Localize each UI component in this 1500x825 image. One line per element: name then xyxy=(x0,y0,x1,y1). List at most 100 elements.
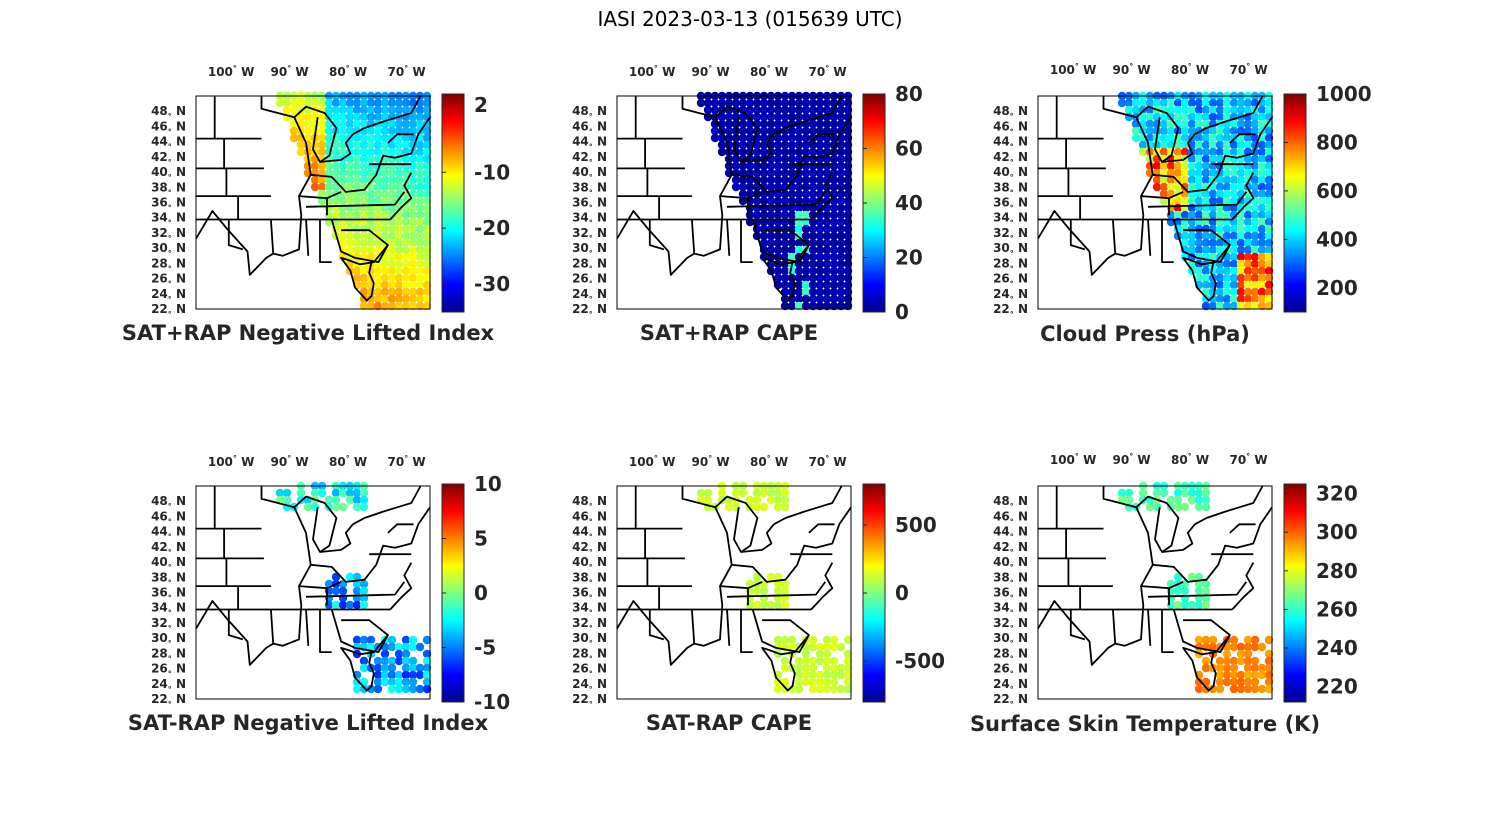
data-point xyxy=(808,210,818,220)
data-point xyxy=(1215,294,1225,304)
data-point xyxy=(759,126,769,136)
data-point xyxy=(408,238,418,248)
data-point xyxy=(1229,245,1239,255)
data-point xyxy=(1152,98,1162,108)
data-point xyxy=(1194,488,1204,498)
data-point xyxy=(415,280,425,290)
data-point xyxy=(773,182,783,192)
state-outline xyxy=(340,562,413,692)
data-point xyxy=(1257,182,1267,192)
data-point xyxy=(1264,189,1274,199)
state-boundaries xyxy=(616,485,852,692)
colorbar-tick-label: 220 xyxy=(1316,675,1358,699)
data-point xyxy=(338,147,348,157)
data-point xyxy=(352,586,362,596)
data-point xyxy=(1250,154,1260,164)
data-point xyxy=(801,126,811,136)
data-point xyxy=(394,287,404,297)
data-point xyxy=(1264,273,1274,283)
data-point xyxy=(794,663,804,673)
data-point xyxy=(408,280,418,290)
data-point xyxy=(415,231,425,241)
data-point xyxy=(1117,98,1127,108)
data-point xyxy=(1215,182,1225,192)
data-points xyxy=(696,91,853,311)
data-point xyxy=(752,502,762,512)
data-point xyxy=(387,140,397,150)
data-point xyxy=(787,252,797,262)
data-point xyxy=(829,126,839,136)
data-point xyxy=(352,245,362,255)
data-point xyxy=(1166,168,1176,178)
data-point xyxy=(352,119,362,129)
data-point xyxy=(345,495,355,505)
data-point xyxy=(1229,259,1239,269)
lat-tick-label: 26° N xyxy=(572,662,607,679)
data-point xyxy=(359,245,369,255)
lat-tick-label: 28° N xyxy=(151,646,186,663)
data-point xyxy=(394,656,404,666)
data-point xyxy=(829,273,839,283)
data-point xyxy=(1250,238,1260,248)
data-point xyxy=(836,105,846,115)
data-point xyxy=(766,182,776,192)
data-point xyxy=(387,684,397,694)
data-point xyxy=(843,273,853,283)
data-point xyxy=(822,677,832,687)
data-point xyxy=(401,649,411,659)
data-point xyxy=(1201,280,1211,290)
map-border xyxy=(616,95,852,310)
data-point xyxy=(352,161,362,171)
data-point xyxy=(1264,677,1274,687)
data-point xyxy=(801,656,811,666)
data-point xyxy=(324,168,334,178)
data-point xyxy=(829,280,839,290)
data-point xyxy=(352,488,362,498)
data-point xyxy=(282,98,292,108)
data-point xyxy=(1229,642,1239,652)
data-point xyxy=(1180,600,1190,610)
data-point xyxy=(822,301,832,311)
data-point xyxy=(317,119,327,129)
data-point xyxy=(780,210,790,220)
data-point xyxy=(843,168,853,178)
data-point xyxy=(822,684,832,694)
data-point xyxy=(759,231,769,241)
data-point xyxy=(1243,154,1253,164)
data-point xyxy=(317,147,327,157)
data-point xyxy=(815,168,825,178)
data-point xyxy=(1229,677,1239,687)
data-point xyxy=(415,147,425,157)
data-point xyxy=(801,189,811,199)
data-point xyxy=(1201,656,1211,666)
data-point xyxy=(829,175,839,185)
data-point xyxy=(366,245,376,255)
data-point xyxy=(801,266,811,276)
data-point xyxy=(1187,600,1197,610)
data-point xyxy=(1243,280,1253,290)
data-point xyxy=(808,287,818,297)
data-point xyxy=(1194,147,1204,157)
data-point xyxy=(331,105,341,115)
data-point xyxy=(1236,175,1246,185)
data-point xyxy=(822,287,832,297)
data-point xyxy=(808,119,818,129)
data-point xyxy=(373,266,383,276)
data-point xyxy=(1236,656,1246,666)
state-outline xyxy=(761,172,834,302)
data-point xyxy=(324,182,334,192)
data-point xyxy=(401,98,411,108)
data-point xyxy=(794,154,804,164)
data-point xyxy=(703,495,713,505)
data-point xyxy=(1243,670,1253,680)
data-point xyxy=(387,252,397,262)
colorbar-tick-label: 0 xyxy=(895,300,909,324)
data-point xyxy=(1264,133,1274,143)
data-point xyxy=(759,182,769,192)
lat-tick-label: 42° N xyxy=(572,540,607,557)
data-point xyxy=(829,259,839,269)
data-point xyxy=(282,488,292,498)
data-point xyxy=(766,161,776,171)
data-point xyxy=(1257,294,1267,304)
lat-tick-label: 34° N xyxy=(993,211,1028,228)
